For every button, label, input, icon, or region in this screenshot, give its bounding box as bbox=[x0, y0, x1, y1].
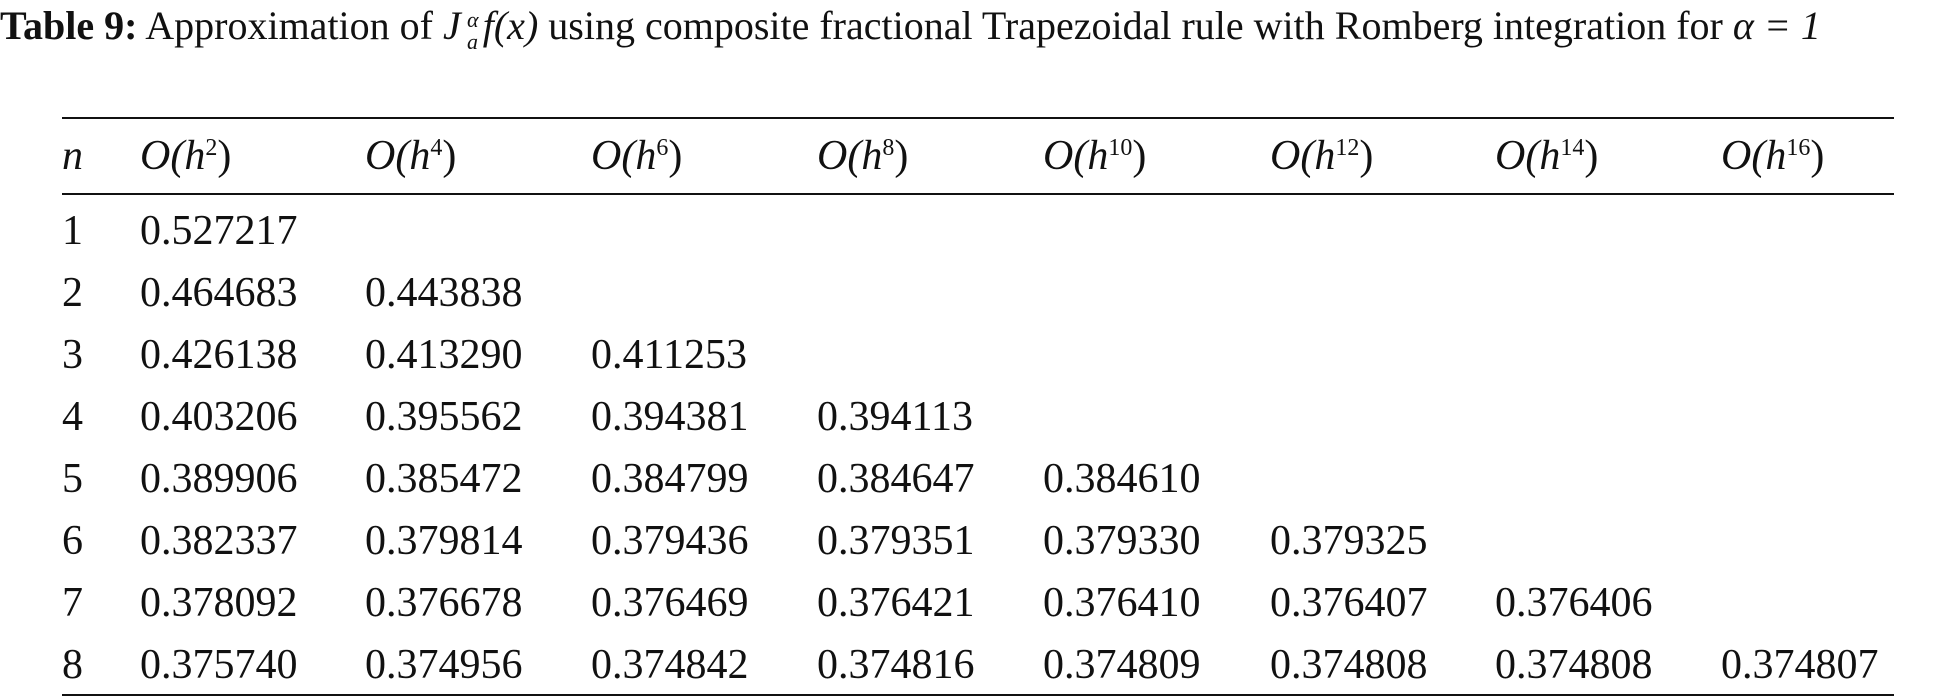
caption-text: using composite fractional Trapezoidal r… bbox=[548, 3, 1723, 48]
header-text: ) bbox=[1359, 133, 1374, 179]
cell-value: 0.527217 bbox=[140, 208, 298, 254]
cell-value: 0.443838 bbox=[365, 270, 523, 316]
bottom-rule bbox=[62, 694, 1894, 696]
header-exponent: 12 bbox=[1335, 135, 1360, 161]
header-text: O(h bbox=[1495, 133, 1561, 179]
cell-value: 0.403206 bbox=[140, 394, 298, 440]
header-text: ) bbox=[894, 133, 909, 179]
header-text: O(h bbox=[140, 133, 206, 179]
header-cell: O(h12) bbox=[1270, 132, 1373, 180]
cell-value: 0.374809 bbox=[1043, 642, 1201, 688]
header-exponent: 10 bbox=[1108, 135, 1133, 161]
header-text: ) bbox=[442, 133, 457, 179]
header-text: O(h bbox=[817, 133, 883, 179]
caption-text: Approximation of bbox=[145, 3, 433, 48]
cell-value: 0.411253 bbox=[591, 332, 747, 378]
header-exponent: 6 bbox=[656, 135, 669, 161]
cell-value: 0.374808 bbox=[1495, 642, 1653, 688]
header-exponent: 4 bbox=[430, 135, 443, 161]
header-cell: O(h10) bbox=[1043, 132, 1146, 180]
cell-value: 0.376407 bbox=[1270, 580, 1428, 626]
cell-value: 0.374842 bbox=[591, 642, 749, 688]
cell-value: 0.374956 bbox=[365, 642, 523, 688]
header-text: ) bbox=[217, 133, 232, 179]
header-text: O(h bbox=[1721, 133, 1787, 179]
header-text: O(h bbox=[591, 133, 657, 179]
caption-condition: α = 1 bbox=[1732, 3, 1821, 48]
cell-value: 0.376410 bbox=[1043, 580, 1201, 626]
cell-value: 0.382337 bbox=[140, 518, 298, 564]
header-exponent: 14 bbox=[1560, 135, 1585, 161]
cell-value: 0.395562 bbox=[365, 394, 523, 440]
cell-value: 0.376406 bbox=[1495, 580, 1653, 626]
header-cell: n bbox=[62, 133, 83, 179]
cell-value: 0.374816 bbox=[817, 642, 975, 688]
cell-value: 0.384647 bbox=[817, 456, 975, 502]
cell-value: 0.413290 bbox=[365, 332, 523, 378]
cell-value: 0.374808 bbox=[1270, 642, 1428, 688]
cell-value: 0.426138 bbox=[140, 332, 298, 378]
cell-value: 0.374807 bbox=[1721, 642, 1879, 688]
symbol-base: J bbox=[442, 3, 461, 48]
header-cell: O(h2) bbox=[140, 132, 231, 180]
header-cell: O(h14) bbox=[1495, 132, 1598, 180]
cell-value: 0.379814 bbox=[365, 518, 523, 564]
header-exponent: 8 bbox=[882, 135, 895, 161]
header-text: ) bbox=[1584, 133, 1599, 179]
header-cell: O(h8) bbox=[817, 132, 908, 180]
row-label: 1 bbox=[62, 208, 83, 254]
header-cell: O(h16) bbox=[1721, 132, 1824, 180]
cell-value: 0.376678 bbox=[365, 580, 523, 626]
top-rule bbox=[62, 117, 1894, 119]
caption-label: Table 9: bbox=[0, 3, 138, 48]
row-label: 8 bbox=[62, 642, 83, 688]
symbol-after: f(x) bbox=[482, 3, 539, 48]
symbol-sup: α bbox=[466, 7, 479, 32]
mid-rule bbox=[62, 193, 1894, 195]
header-text: ) bbox=[1810, 133, 1825, 179]
cell-value: 0.378092 bbox=[140, 580, 298, 626]
cell-value: 0.379436 bbox=[591, 518, 749, 564]
cell-value: 0.389906 bbox=[140, 456, 298, 502]
header-text: ) bbox=[1132, 133, 1147, 179]
header-cell: O(h4) bbox=[365, 132, 456, 180]
row-label: 4 bbox=[62, 394, 83, 440]
header-text: O(h bbox=[1270, 133, 1336, 179]
row-label: 6 bbox=[62, 518, 83, 564]
cell-value: 0.394381 bbox=[591, 394, 749, 440]
cell-value: 0.376469 bbox=[591, 580, 749, 626]
row-label: 3 bbox=[62, 332, 83, 378]
cell-value: 0.376421 bbox=[817, 580, 975, 626]
cell-value: 0.385472 bbox=[365, 456, 523, 502]
row-label: 2 bbox=[62, 270, 83, 316]
cell-value: 0.379330 bbox=[1043, 518, 1201, 564]
cell-value: 0.464683 bbox=[140, 270, 298, 316]
cell-value: 0.384799 bbox=[591, 456, 749, 502]
header-exponent: 16 bbox=[1786, 135, 1811, 161]
cell-value: 0.379351 bbox=[817, 518, 975, 564]
header-cell: O(h6) bbox=[591, 132, 682, 180]
cell-value: 0.384610 bbox=[1043, 456, 1201, 502]
row-label: 7 bbox=[62, 580, 83, 626]
cell-value: 0.379325 bbox=[1270, 518, 1428, 564]
symbol-sub: a bbox=[466, 29, 478, 54]
cell-value: 0.394113 bbox=[817, 394, 973, 440]
cell-value: 0.375740 bbox=[140, 642, 298, 688]
header-text: ) bbox=[668, 133, 683, 179]
row-label: 5 bbox=[62, 456, 83, 502]
header-exponent: 2 bbox=[205, 135, 218, 161]
header-text: O(h bbox=[1043, 133, 1109, 179]
header-text: O(h bbox=[365, 133, 431, 179]
